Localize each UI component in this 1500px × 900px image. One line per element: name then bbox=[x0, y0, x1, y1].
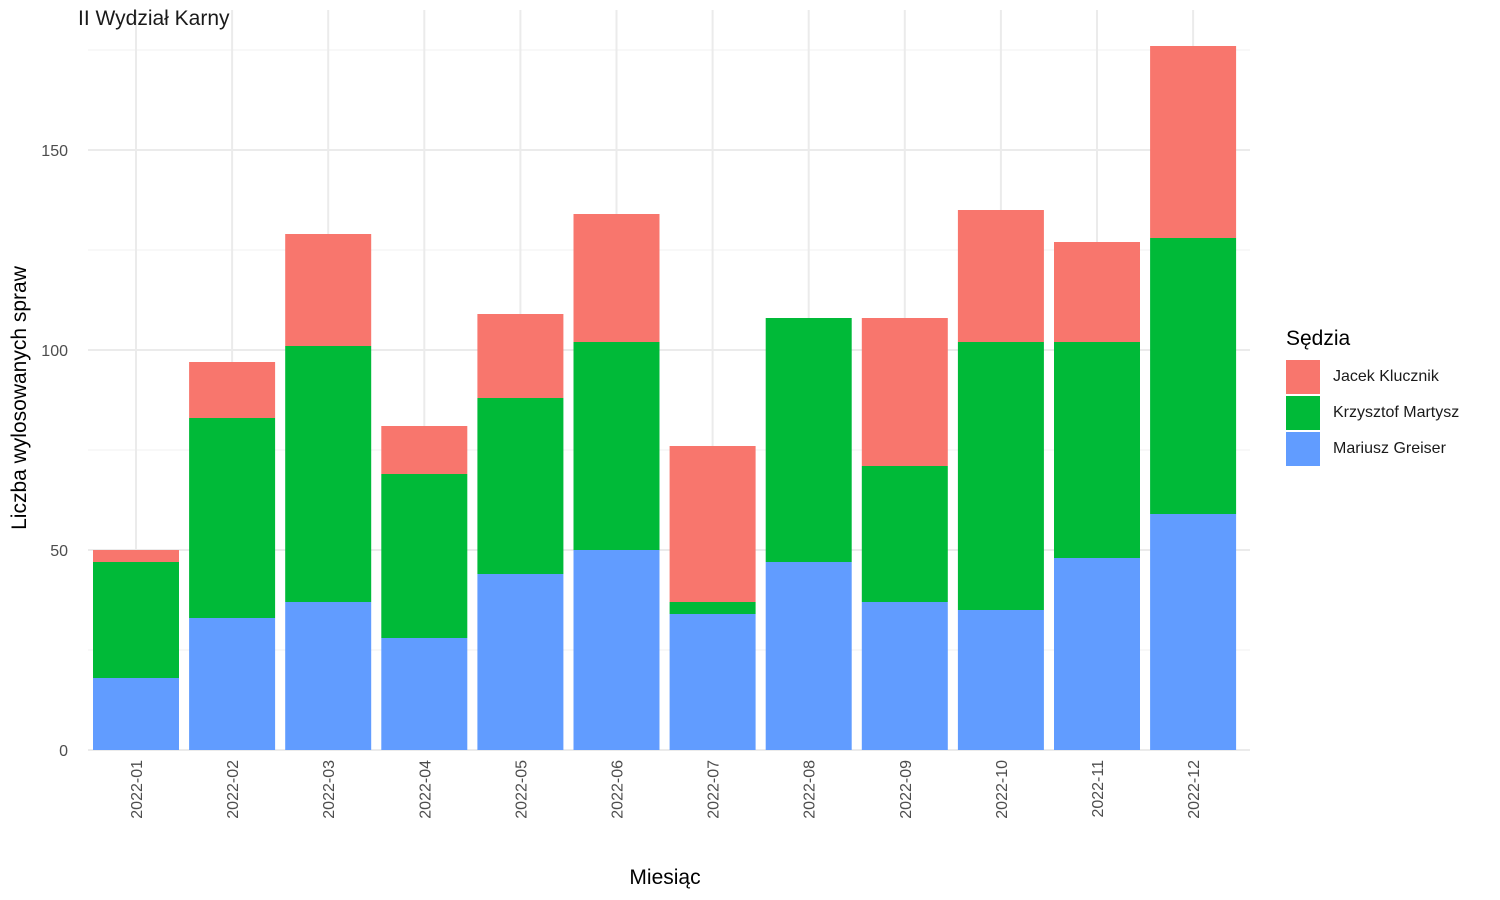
bar-segment bbox=[477, 398, 564, 574]
chart-title: II Wydział Karny bbox=[78, 7, 230, 30]
bar-segment bbox=[669, 602, 756, 614]
x-tick-label: 2022-11 bbox=[1090, 760, 1107, 818]
bar-segment bbox=[381, 638, 468, 750]
bar-segment bbox=[1054, 242, 1140, 342]
bar-segment bbox=[1150, 238, 1237, 514]
x-tick-label: 2022-03 bbox=[321, 760, 338, 819]
x-tick-label: 2022-06 bbox=[610, 760, 627, 819]
legend-key bbox=[1286, 432, 1320, 466]
bar-segment bbox=[381, 474, 468, 638]
legend-items: Jacek Klucznik Krzysztof Martysz Mariusz G… bbox=[1286, 359, 1459, 467]
bar-segment bbox=[765, 562, 852, 750]
legend-item: Krzysztof Martysz bbox=[1286, 395, 1459, 431]
x-tick-label: 2022-08 bbox=[802, 760, 819, 819]
bar-segment bbox=[573, 342, 660, 550]
legend-title: Sędzia bbox=[1286, 327, 1351, 350]
bar-segment bbox=[285, 602, 372, 750]
legend-key bbox=[1286, 396, 1320, 430]
bar-segment bbox=[861, 602, 948, 750]
legend-label: Jacek Klucznik bbox=[1333, 368, 1439, 385]
y-tick-label: 100 bbox=[41, 343, 68, 360]
bar-segment bbox=[573, 550, 660, 750]
y-axis-label: Liczba wylosowanych spraw bbox=[8, 266, 31, 530]
x-tick-label: 2022-04 bbox=[417, 760, 434, 819]
legend: Sędzia Jacek Klucznik Krzysztof Martysz Ma… bbox=[1286, 327, 1459, 467]
bar-segment bbox=[957, 342, 1044, 610]
bar-segment bbox=[285, 234, 372, 346]
bar-segment bbox=[957, 210, 1044, 342]
bar-segment bbox=[189, 418, 276, 618]
legend-item: Mariusz Greiser bbox=[1286, 431, 1459, 467]
bar-segment bbox=[669, 446, 756, 602]
bar-segment bbox=[1054, 558, 1140, 750]
bar-segment bbox=[957, 610, 1044, 750]
bar-segment bbox=[285, 346, 372, 602]
x-axis-label: Miesiąc bbox=[629, 866, 701, 889]
legend-item: Jacek Klucznik bbox=[1286, 359, 1459, 395]
x-tick-label: 2022-02 bbox=[225, 760, 242, 819]
bar-segment bbox=[93, 550, 179, 562]
bar-segment bbox=[765, 318, 852, 562]
y-tick-label: 50 bbox=[50, 543, 68, 560]
bar-segment bbox=[93, 562, 179, 678]
x-tick-label: 2022-10 bbox=[994, 760, 1011, 819]
bar-segment bbox=[93, 678, 179, 750]
x-tick-label: 2022-12 bbox=[1186, 760, 1203, 819]
bar-segment bbox=[861, 466, 948, 602]
bar-segment bbox=[477, 574, 564, 750]
y-tick-labels: 0 50 100 150 bbox=[41, 143, 68, 760]
legend-label: Krzysztof Martysz bbox=[1333, 404, 1460, 421]
x-tick-labels: 2022-01 2022-02 2022-03 2022-04 2022-05 2022-… bbox=[129, 760, 1203, 819]
bars-group bbox=[93, 46, 1237, 750]
legend-label: Mariusz Greiser bbox=[1333, 440, 1446, 457]
x-tick-label: 2022-01 bbox=[129, 760, 146, 819]
bar-segment bbox=[1150, 46, 1237, 238]
y-tick-label: 0 bbox=[59, 743, 68, 760]
y-tick-label: 150 bbox=[41, 143, 68, 160]
bar-segment bbox=[1054, 342, 1140, 558]
bar-segment bbox=[189, 618, 276, 750]
bar-segment bbox=[669, 614, 756, 750]
legend-key bbox=[1286, 360, 1320, 394]
bar-segment bbox=[861, 318, 948, 466]
bar-segment bbox=[1150, 514, 1237, 750]
bar-segment bbox=[189, 362, 276, 418]
bar-segment bbox=[381, 426, 468, 474]
x-tick-label: 2022-09 bbox=[898, 760, 915, 819]
x-tick-label: 2022-05 bbox=[513, 760, 530, 819]
x-tick-label: 2022-07 bbox=[706, 760, 723, 819]
bar-segment bbox=[477, 314, 564, 398]
bar-segment bbox=[573, 214, 660, 342]
